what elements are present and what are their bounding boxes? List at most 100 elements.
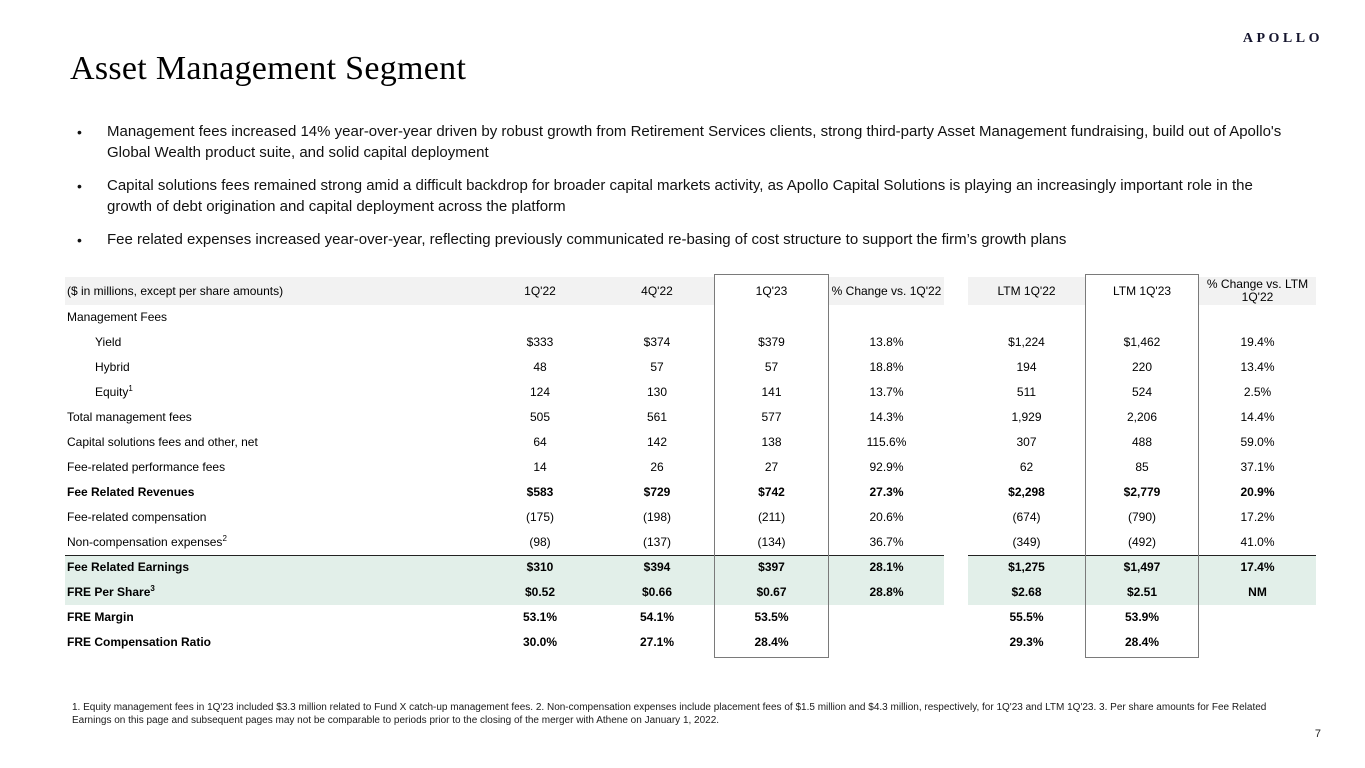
value-cell: (134) bbox=[757, 534, 786, 549]
value-cell: $0.52 bbox=[480, 580, 600, 605]
value-cell: 220 bbox=[1131, 360, 1153, 374]
value-cell: 20.6% bbox=[869, 510, 904, 524]
value-cell: $0.67 bbox=[714, 580, 829, 605]
bullet-text: Fee related expenses increased year-over… bbox=[107, 231, 1067, 248]
value-cell: $1,462 bbox=[1123, 335, 1161, 349]
table-header-row: ($ in millions, except per share amounts… bbox=[65, 277, 1316, 305]
value-cell: 53.5% bbox=[754, 610, 789, 624]
value-cell bbox=[1199, 630, 1316, 655]
table-row: Total management fees 505 561 577 14.3% 1,929… bbox=[65, 405, 1316, 430]
value-cell: 14 bbox=[533, 460, 547, 474]
value-cell: $379 bbox=[758, 335, 785, 349]
column-header: LTM 1Q'22 bbox=[968, 277, 1085, 305]
value-cell: (98) bbox=[529, 534, 551, 549]
value-cell: 524 bbox=[1131, 385, 1153, 399]
financial-table: ($ in millions, except per share amounts… bbox=[65, 277, 1316, 655]
bullet-list: • Management fees increased 14% year-ove… bbox=[75, 122, 1297, 264]
value-cell: 130 bbox=[646, 385, 668, 399]
value-cell bbox=[1199, 305, 1316, 330]
row-label: FRE Margin bbox=[67, 610, 134, 624]
column-gap bbox=[944, 555, 968, 580]
value-cell bbox=[1085, 305, 1199, 330]
column-gap bbox=[944, 530, 968, 555]
column-header: 1Q'22 bbox=[480, 277, 600, 305]
value-cell: 19.4% bbox=[1240, 335, 1275, 349]
value-cell: 307 bbox=[1016, 435, 1037, 449]
value-cell: 511 bbox=[1016, 385, 1037, 399]
value-cell: 28.4% bbox=[754, 635, 789, 649]
row-label: Capital solutions fees and other, net bbox=[67, 435, 258, 449]
row-label: FRE Compensation Ratio bbox=[67, 635, 212, 649]
column-gap bbox=[944, 480, 968, 505]
value-cell: (198) bbox=[642, 510, 671, 524]
value-cell: 2,206 bbox=[1126, 410, 1158, 424]
column-header: % Change vs. LTM 1Q'22 bbox=[1199, 277, 1316, 305]
row-label: FRE Per Share3 bbox=[65, 580, 480, 605]
unit-label: ($ in millions, except per share amounts… bbox=[65, 277, 480, 305]
table-row: Fee Related Earnings $310 $394 $397 28.1% $1,… bbox=[65, 554, 1316, 580]
page-title: Asset Management Segment bbox=[70, 50, 467, 87]
value-cell: 37.1% bbox=[1240, 460, 1275, 474]
table-row: Fee Related Revenues $583 $729 $742 27.3% $2,… bbox=[65, 480, 1316, 505]
value-cell: 59.0% bbox=[1240, 435, 1275, 449]
value-cell: 62 bbox=[1019, 460, 1034, 474]
table-row: FRE Compensation Ratio 30.0% 27.1% 28.4% 29.… bbox=[65, 630, 1316, 655]
value-cell: 27 bbox=[764, 460, 779, 474]
row-label: Total management fees bbox=[67, 410, 192, 424]
value-cell: $2.51 bbox=[1085, 580, 1199, 605]
value-cell: 27.3% bbox=[869, 485, 904, 499]
value-cell: 20.9% bbox=[1240, 485, 1275, 499]
table-row: Management Fees bbox=[65, 305, 1316, 330]
value-cell: 17.2% bbox=[1240, 510, 1275, 524]
row-label: Fee-related compensation bbox=[67, 510, 207, 524]
value-cell: (674) bbox=[1012, 510, 1041, 524]
value-cell: 142 bbox=[646, 435, 668, 449]
value-cell: 54.1% bbox=[639, 610, 675, 624]
column-gap bbox=[944, 505, 968, 530]
column-gap bbox=[944, 605, 968, 630]
value-cell: 53.1% bbox=[522, 610, 558, 624]
column-gap bbox=[944, 580, 968, 605]
table-row: Capital solutions fees and other, net 64 1… bbox=[65, 430, 1316, 455]
value-cell: (175) bbox=[525, 510, 554, 524]
column-gap bbox=[944, 380, 968, 405]
table-body: Management Fees Yield $333 $374 $379 13.8% $1,… bbox=[65, 305, 1316, 655]
value-cell: $1,275 bbox=[968, 554, 1085, 580]
value-cell: 1,929 bbox=[1011, 410, 1042, 424]
table-row: Fee-related compensation (175) (198) (211) 2… bbox=[65, 505, 1316, 530]
value-cell: $397 bbox=[714, 554, 829, 580]
row-label: Fee Related Earnings bbox=[65, 554, 480, 580]
value-cell: $310 bbox=[480, 554, 600, 580]
value-cell: $742 bbox=[758, 485, 785, 499]
value-cell bbox=[1199, 605, 1316, 630]
value-cell: 64 bbox=[533, 435, 547, 449]
row-label: Yield bbox=[95, 335, 122, 349]
page-number: 7 bbox=[1314, 728, 1321, 740]
value-cell: 29.3% bbox=[1009, 635, 1044, 649]
value-cell: $0.66 bbox=[600, 580, 714, 605]
value-cell bbox=[829, 630, 944, 655]
bullet-text: Capital solutions fees remained strong a… bbox=[107, 177, 1253, 215]
bullet-icon: • bbox=[77, 124, 82, 140]
row-label: Fee Related Revenues bbox=[67, 485, 195, 499]
value-cell: 53.9% bbox=[1124, 610, 1160, 624]
value-cell: (349) bbox=[1012, 534, 1041, 549]
value-cell: (492) bbox=[1127, 534, 1156, 549]
value-cell: 194 bbox=[1016, 360, 1037, 374]
value-cell: $2.68 bbox=[968, 580, 1085, 605]
bullet-item: • Management fees increased 14% year-ove… bbox=[75, 122, 1297, 163]
value-cell: $2,298 bbox=[1008, 485, 1045, 499]
table-row: FRE Per Share3 $0.52 $0.66 $0.67 28.8% $2.68 $… bbox=[65, 580, 1316, 605]
value-cell: $583 bbox=[526, 485, 554, 499]
value-cell: 14.4% bbox=[1240, 410, 1275, 424]
bullet-icon: • bbox=[77, 232, 82, 248]
row-label: Hybrid bbox=[95, 360, 130, 374]
value-cell bbox=[829, 605, 944, 630]
value-cell: 138 bbox=[761, 435, 782, 449]
bullet-item: • Fee related expenses increased year-ov… bbox=[75, 230, 1297, 251]
table-row: Equity1 124 130 141 13.7% 511 524 2.5% bbox=[65, 380, 1316, 405]
value-cell: 17.4% bbox=[1199, 554, 1316, 580]
value-cell: (137) bbox=[642, 534, 671, 549]
value-cell: 85 bbox=[1135, 460, 1149, 474]
value-cell: 57 bbox=[650, 360, 664, 374]
